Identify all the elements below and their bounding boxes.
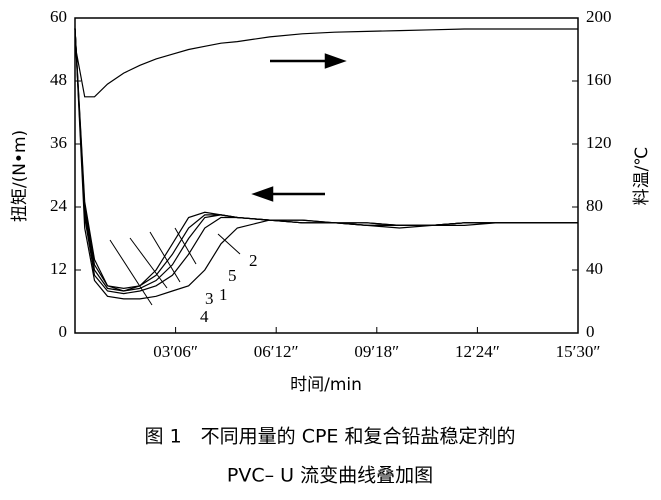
y2-tick-label: 200 bbox=[586, 7, 612, 26]
x-axis-label: 时间/min bbox=[290, 375, 362, 395]
arrow-head bbox=[324, 53, 347, 69]
series-line bbox=[74, 28, 578, 295]
y-tick-label: 24 bbox=[50, 196, 68, 215]
curve-label: 1 bbox=[219, 285, 228, 304]
arrow-head bbox=[251, 186, 274, 202]
caption: 图 1 不同用量的 CPE 和复合铅盐稳定剂的 bbox=[145, 426, 516, 448]
x-tick-label: 09′18″ bbox=[354, 342, 399, 361]
series-line bbox=[74, 28, 578, 98]
leader bbox=[217, 233, 241, 255]
x-tick-label: 15′30″ bbox=[556, 342, 601, 361]
y2-axis-label: 料温/℃ bbox=[632, 147, 652, 206]
curve-label: 5 bbox=[228, 266, 237, 285]
curve-label: 4 bbox=[200, 307, 209, 326]
y2-tick-label: 160 bbox=[586, 70, 612, 89]
y2-tick-label: 80 bbox=[586, 196, 603, 215]
arrows bbox=[251, 53, 347, 202]
y-axis-label: 扭矩/(N•m) bbox=[10, 130, 30, 222]
plot-frame bbox=[74, 17, 579, 334]
y-tick-label: 60 bbox=[50, 7, 67, 26]
curve-labels bbox=[109, 227, 241, 306]
leader bbox=[149, 231, 181, 283]
caption: PVC– U 流变曲线叠加图 bbox=[227, 465, 433, 487]
y-tick-label: 36 bbox=[50, 133, 67, 152]
y-tick-label: 12 bbox=[50, 259, 67, 278]
leader bbox=[129, 237, 168, 289]
y2-tick-label: 0 bbox=[586, 322, 595, 341]
y2-tick-label: 120 bbox=[586, 133, 612, 152]
y-tick-label: 48 bbox=[50, 70, 67, 89]
curve-label: 3 bbox=[205, 289, 214, 308]
x-tick-label: 03′06″ bbox=[153, 342, 198, 361]
x-tick-label: 06′12″ bbox=[254, 342, 299, 361]
y2-tick-label: 40 bbox=[586, 259, 603, 278]
x-tick-label: 12′24″ bbox=[455, 342, 500, 361]
leader bbox=[109, 239, 153, 306]
series-line bbox=[74, 28, 578, 300]
curve-label: 2 bbox=[249, 251, 258, 270]
y-tick-label: 0 bbox=[59, 322, 68, 341]
